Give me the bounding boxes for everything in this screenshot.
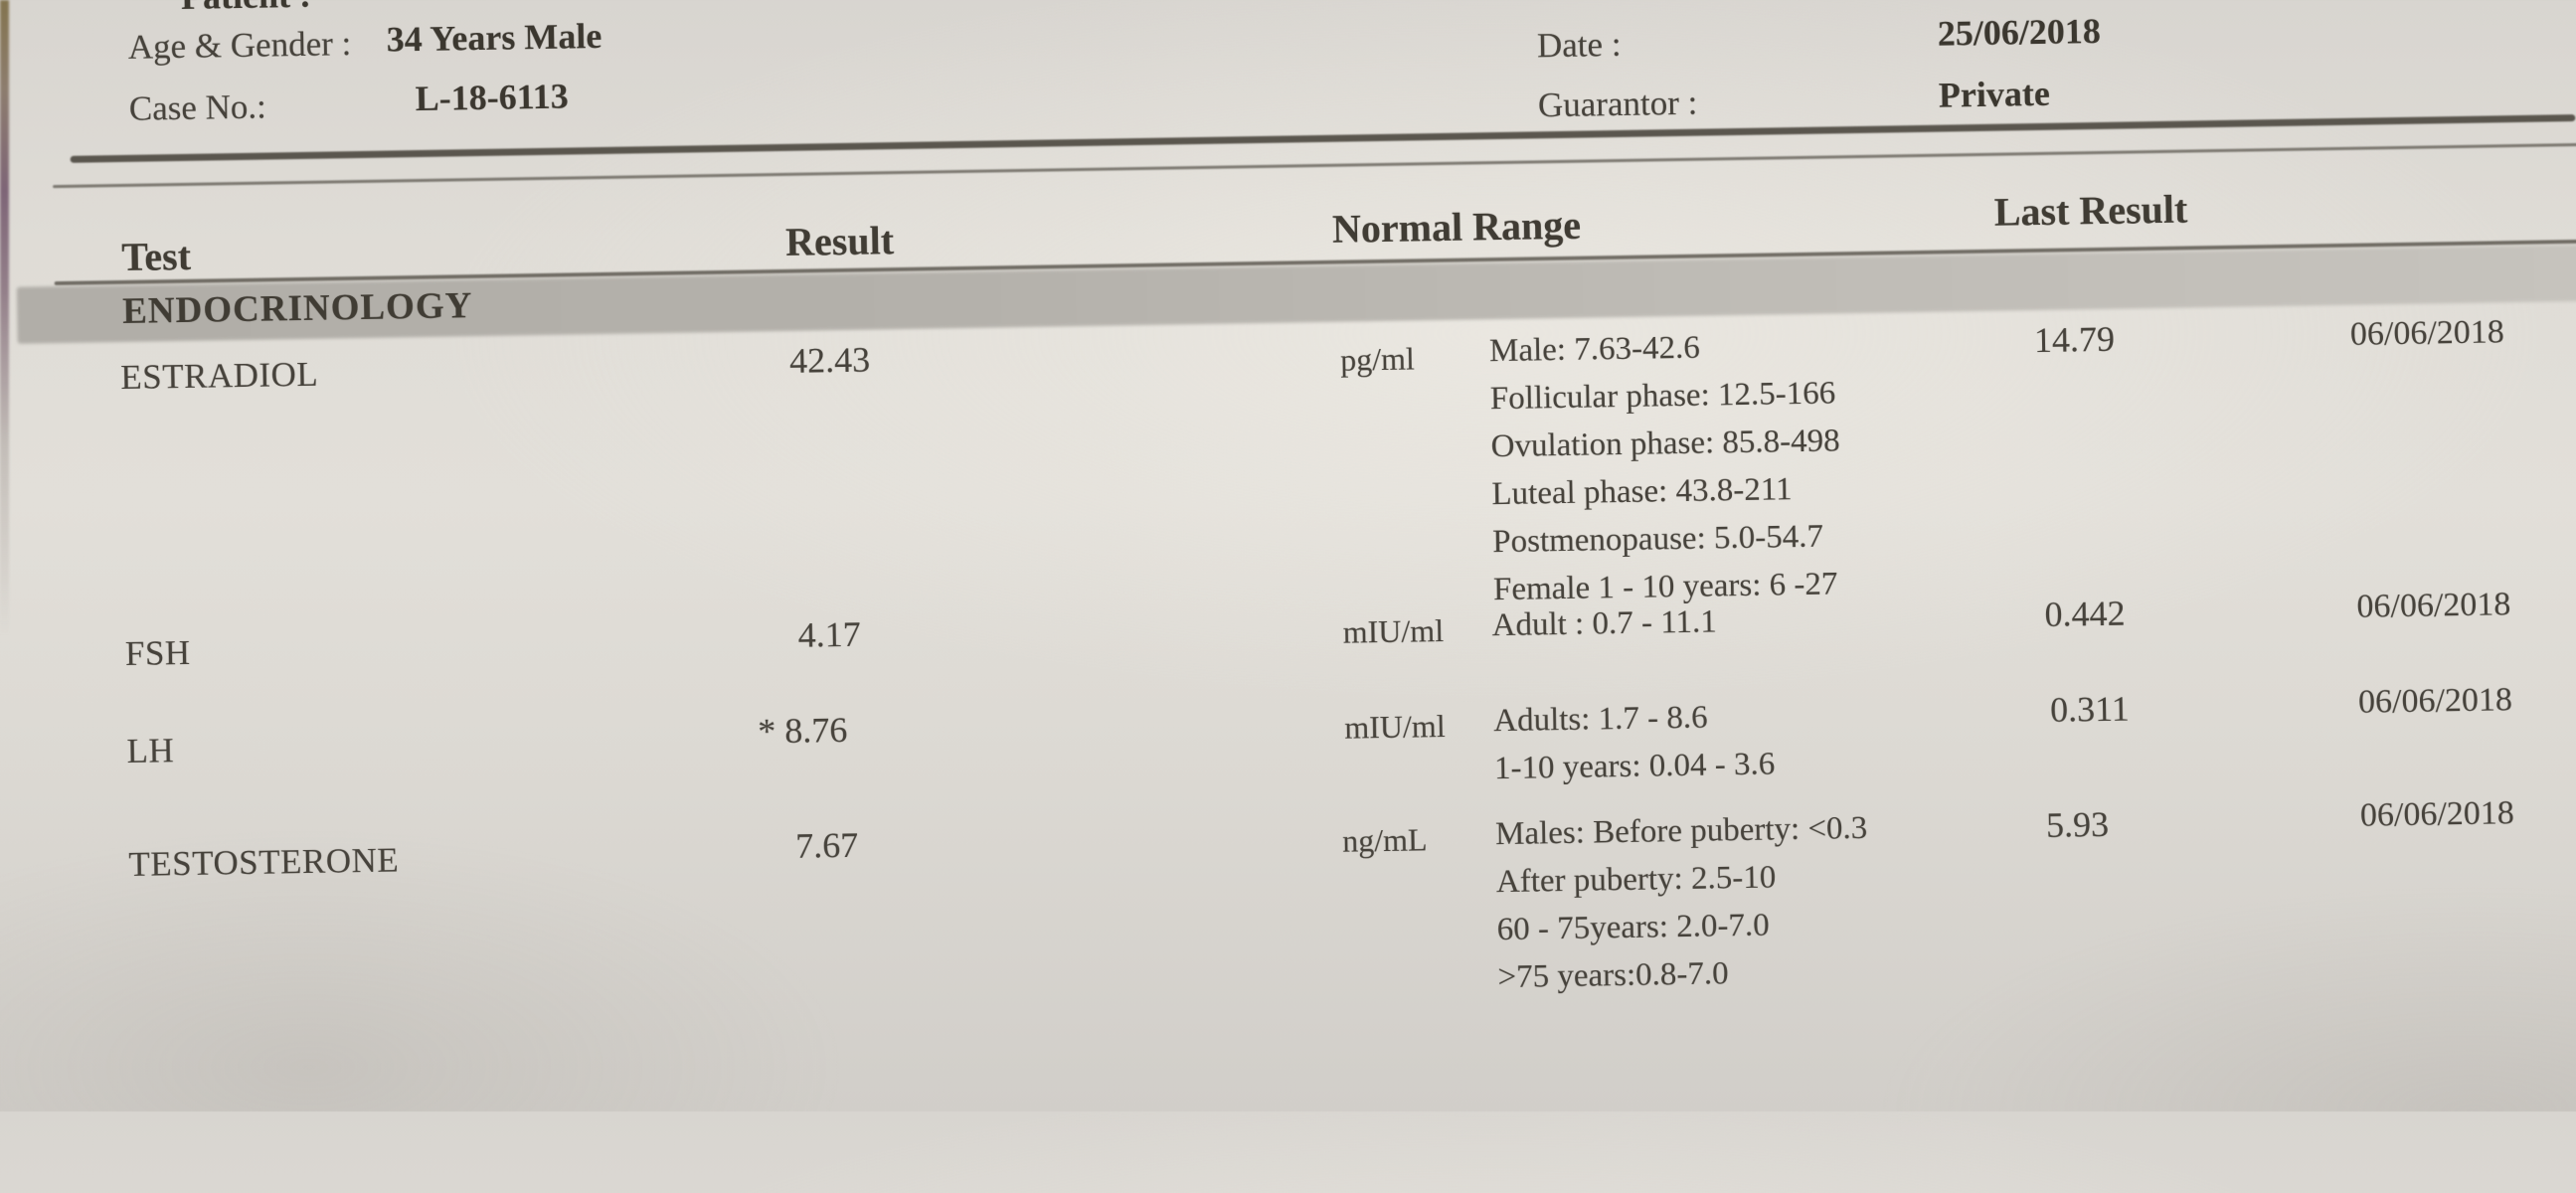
- last-result-date: 06/06/2018: [2357, 681, 2513, 721]
- test-name: LH: [126, 731, 175, 770]
- last-result-value: 14.79: [2033, 318, 2116, 361]
- test-name: TESTOSTERONE: [128, 840, 400, 884]
- range-line: 1-10 years: 0.04 - 3.6: [1493, 746, 1776, 787]
- last-result-date: 06/06/2018: [2356, 586, 2511, 625]
- header-divider-thick: [70, 114, 2576, 163]
- result-value: 42.43: [788, 339, 871, 381]
- range-line: Female 1 - 10 years: 6 -27: [1492, 566, 1838, 608]
- last-result-value: 5.93: [2045, 803, 2110, 845]
- guarantor-label: Guarantor :: [1537, 83, 1698, 125]
- last-result-value: 0.442: [2044, 593, 2126, 634]
- last-result-value: 0.311: [2049, 688, 2131, 730]
- last-result-date: 06/06/2018: [2349, 313, 2505, 353]
- header-divider-thin: [53, 141, 2576, 189]
- range-line: Males: Before puberty: <0.3: [1494, 809, 1868, 853]
- photo-edge: [0, 0, 9, 636]
- case-no-label: Case No.:: [128, 86, 267, 128]
- result-value: 7.67: [794, 824, 859, 866]
- patient-label: Patient :: [181, 0, 312, 18]
- range-line: Male: 7.63-42.6: [1488, 329, 1701, 370]
- range-line: Adult : 0.7 - 11.1: [1491, 603, 1718, 644]
- last-result-date: 06/06/2018: [2359, 794, 2515, 834]
- range-line: After puberty: 2.5-10: [1495, 859, 1777, 901]
- range-line: Follicular phase: 12.5-166: [1489, 375, 1836, 418]
- unit: pg/ml: [1339, 340, 1416, 378]
- unit: mIU/ml: [1342, 612, 1445, 650]
- date-value: 25/06/2018: [1937, 10, 2102, 54]
- range-line: Luteal phase: 43.8-211: [1491, 471, 1793, 513]
- guarantor-value: Private: [1938, 73, 2051, 115]
- range-line: Ovulation phase: 85.8-498: [1490, 423, 1840, 465]
- range-line: Postmenopause: 5.0-54.7: [1491, 518, 1824, 561]
- test-name: FSH: [124, 632, 191, 673]
- range-line: Adults: 1.7 - 8.6: [1492, 699, 1708, 740]
- test-name: ESTRADIOL: [119, 354, 319, 398]
- result-value: * 8.76: [757, 709, 848, 752]
- unit: ng/mL: [1341, 821, 1428, 859]
- range-line: 60 - 75years: 2.0-7.0: [1496, 907, 1771, 948]
- age-gender-value: 34 Years Male: [386, 15, 602, 60]
- result-value: 4.17: [797, 613, 862, 655]
- date-label: Date :: [1536, 24, 1622, 66]
- section-title: ENDOCRINOLOGY: [121, 285, 473, 332]
- column-header-normal-range: Normal Range: [1331, 202, 1582, 252]
- column-header-result: Result: [784, 218, 895, 264]
- age-gender-label: Age & Gender :: [127, 24, 352, 67]
- column-header-test: Test: [120, 233, 192, 280]
- range-line: >75 years:0.8-7.0: [1497, 955, 1729, 996]
- unit: mIU/ml: [1344, 708, 1446, 746]
- column-header-last-result: Last Result: [1993, 186, 2188, 235]
- case-no-value: L-18-6113: [415, 76, 570, 119]
